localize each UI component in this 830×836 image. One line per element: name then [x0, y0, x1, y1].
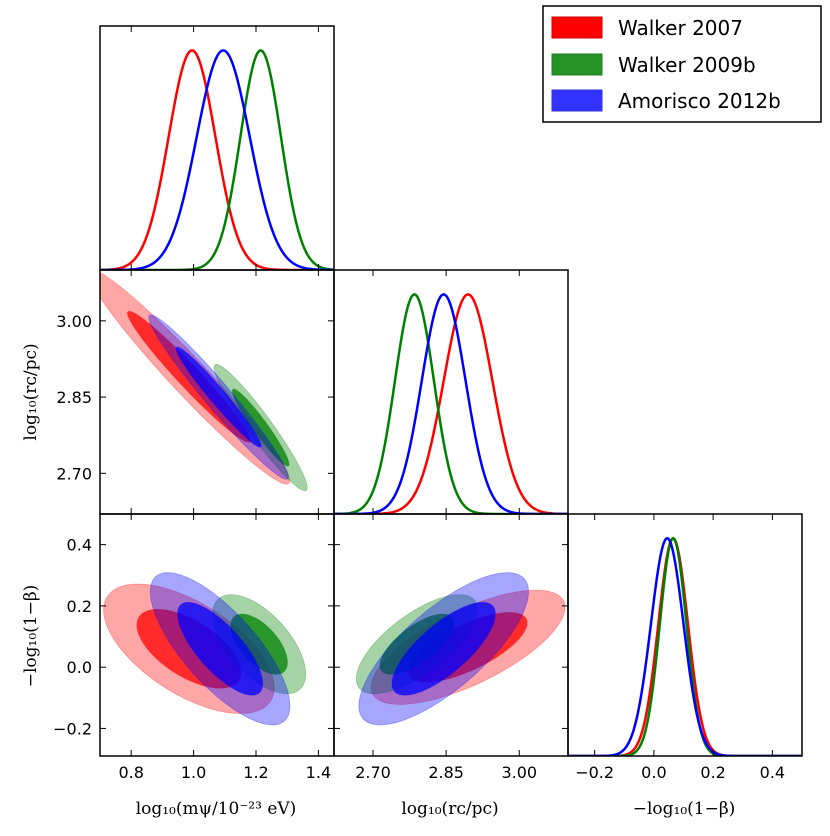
ticks-0-1	[100, 270, 334, 514]
x-tick-label-m-3: 1.4	[306, 763, 331, 782]
y-label-rc: log₁₀(rᴄ/pc)	[21, 343, 41, 440]
x-label-beta: −log₁₀(1−β)	[633, 799, 736, 819]
legend-swatch-walker-2007	[551, 16, 603, 39]
legend-entry-walker-2007: Walker 2007	[551, 16, 743, 40]
x-tick-label-m-2: 1.2	[243, 763, 268, 782]
axis-labels: log₁₀(mψ/10⁻²³ eV) log₁₀(rᴄ/pc) −log₁₀(1…	[21, 343, 735, 819]
panel-frame-beta_vs_rc	[333, 513, 569, 757]
legend-swatch-walker-2009b	[551, 53, 603, 76]
legend-label-amorisco-2012b: Amorisco 2012b	[618, 89, 781, 113]
contour-beta_vs_m-amorisco2012b-68%	[177, 601, 264, 696]
marginal-curve-m-walker2009b	[100, 49, 334, 270]
contour-rc_vs_m-amorisco2012b-68%	[175, 346, 262, 448]
legend: Walker 2007 Walker 2009b Amorisco 2012b	[542, 5, 822, 123]
ticks-0-2	[100, 514, 334, 756]
ticks-1-1	[372, 270, 520, 514]
legend-label-walker-2007: Walker 2007	[618, 16, 743, 40]
contour-beta_vs_rc-amorisco2012b-68%	[391, 601, 496, 696]
x-tick-label-rc-0: 2.70	[355, 763, 391, 782]
marginal-curve-rc-walker2007	[334, 293, 568, 514]
x-label-rc: log₁₀(rᴄ/pc)	[401, 799, 498, 819]
x-tick-label-beta-1: 0.0	[641, 763, 666, 782]
y-tick-label-rc-0: 2.70	[56, 464, 92, 483]
y-tick-label-rc-1: 2.85	[56, 388, 92, 407]
marginal-curve-m-amorisco2012b	[100, 49, 334, 270]
marginal-curve-beta-walker2009b	[568, 536, 802, 756]
x-tick-label-rc-2: 3.00	[501, 763, 537, 782]
x-tick-label-m-0: 0.8	[118, 763, 143, 782]
ticks-1-2	[334, 514, 568, 756]
y-tick-label-beta-3: 0.4	[67, 536, 92, 555]
x-tick-label-rc-1: 2.85	[428, 763, 464, 782]
y-tick-label-beta-0: −0.2	[53, 719, 92, 738]
marginal-curve-beta-amorisco2012b	[568, 536, 802, 756]
tick-labels: 0.8 1.0 1.2 1.4 2.70 2.85 3.00 −0.2 0.0 0.2 0.4 2.7…	[53, 312, 785, 782]
x-tick-label-beta-2: 0.2	[700, 763, 725, 782]
ticks-2-2	[594, 514, 773, 756]
x-tick-label-m-1: 1.0	[181, 763, 206, 782]
contour-panel-beta_vs_m	[103, 572, 307, 726]
x-label-m: log₁₀(mψ/10⁻²³ eV)	[136, 799, 297, 819]
marginal-panel-m	[100, 49, 334, 270]
marginal-curve-beta-walker2007	[568, 536, 802, 756]
panels-layer: 0.8 1.0 1.2 1.4 2.70 2.85 3.00 −0.2 0.0 0.2 0.4 2.7…	[53, 25, 803, 782]
y-tick-label-beta-2: 0.2	[67, 597, 92, 616]
legend-label-walker-2009b: Walker 2009b	[618, 53, 756, 77]
contour-rc_vs_m-walker2009b-68%	[231, 388, 290, 467]
x-tick-label-beta-3: 0.4	[760, 763, 785, 782]
contour-panel-rc_vs_m	[100, 272, 308, 492]
marginal-curve-rc-walker2009b	[334, 293, 568, 514]
ticks-0-0	[130, 26, 319, 270]
legend-entry-amorisco-2012b: Amorisco 2012b	[551, 89, 781, 113]
y-label-beta: −log₁₀(1−β)	[21, 585, 41, 688]
y-tick-label-beta-1: 0.0	[67, 658, 92, 677]
legend-entry-walker-2009b: Walker 2009b	[551, 53, 756, 77]
y-tick-label-rc-2: 3.00	[56, 312, 92, 331]
marginal-panel-rc	[334, 293, 568, 514]
legend-swatch-amorisco-2012b	[551, 89, 603, 112]
x-tick-label-beta-0: −0.2	[575, 763, 614, 782]
marginal-panel-beta	[568, 536, 802, 756]
contour-panel-beta_vs_rc	[355, 572, 566, 726]
marginal-curve-rc-amorisco2012b	[334, 293, 568, 514]
